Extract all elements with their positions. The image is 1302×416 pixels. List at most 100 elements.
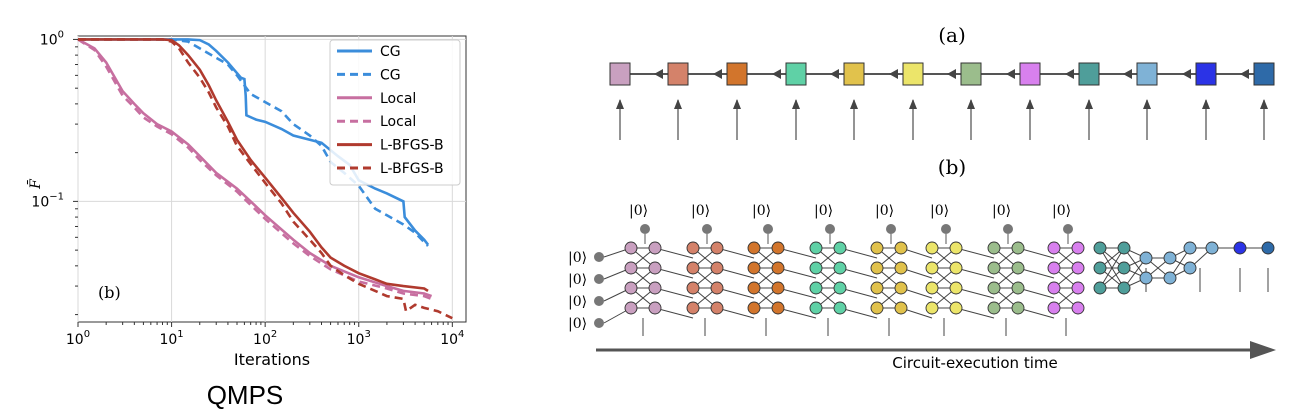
circuit-node (987, 301, 1001, 315)
circuit-node (747, 281, 761, 295)
leg-arrow (1143, 99, 1151, 109)
ancilla-input (640, 224, 650, 234)
circuit-node (1047, 301, 1061, 315)
circuit-node (833, 241, 847, 255)
circuit-node (809, 261, 823, 275)
ket-label: |0⟩ (568, 316, 587, 332)
bond-arrow (654, 69, 663, 79)
circuit-edge (777, 287, 817, 299)
ket-label: |0⟩ (752, 203, 771, 219)
circuit-node (833, 261, 847, 275)
circuit-edge (654, 267, 694, 279)
circuit-node (1071, 261, 1085, 275)
circuit-node (648, 281, 662, 295)
circuit-node (710, 261, 724, 275)
series-line (78, 38, 429, 292)
circuit-node (894, 281, 908, 295)
circuit-node (870, 241, 884, 255)
diagram-label-b: (b) (938, 155, 966, 179)
mps-tensor (667, 62, 689, 86)
ancilla-input (886, 224, 896, 234)
circuit-node (710, 301, 724, 315)
circuit-node (1139, 271, 1153, 285)
circuit-node (771, 301, 785, 315)
mps-tensor (1195, 62, 1217, 86)
circuit-node (925, 241, 939, 255)
circuit-edge (654, 307, 694, 319)
circuit-node (1093, 261, 1107, 275)
bond-arrow (1065, 69, 1074, 79)
bond-arrow (713, 69, 722, 79)
circuit-node (747, 241, 761, 255)
circuit-node (925, 281, 939, 295)
circuit-node (925, 301, 939, 315)
circuit-edge (654, 287, 694, 299)
circuit-node (1011, 241, 1025, 255)
circuit-node (771, 261, 785, 275)
ket-label: |0⟩ (629, 203, 648, 219)
circuit-edge (1099, 247, 1125, 289)
mps-tensor (1019, 62, 1041, 86)
x-tick-label: 102 (253, 329, 277, 348)
circuit-node (710, 241, 724, 255)
bond-arrow (947, 69, 956, 79)
legend-label: Local (380, 91, 416, 107)
leg-arrow (850, 99, 858, 109)
qubit-input (594, 296, 604, 306)
circuit-node (809, 301, 823, 315)
circuit-node (1011, 281, 1025, 295)
ket-label: |0⟩ (875, 203, 894, 219)
leg-arrow (792, 99, 800, 109)
ket-label: |0⟩ (568, 294, 587, 310)
bond-arrow (889, 69, 898, 79)
circuit-node (1261, 241, 1275, 255)
circuit-node (987, 281, 1001, 295)
circuit-node (870, 261, 884, 275)
circuit-edge (654, 247, 694, 259)
y-axis-label: F̄ (26, 178, 44, 190)
circuit-node (987, 241, 1001, 255)
mps-tensor (1136, 62, 1158, 86)
series-line (78, 38, 453, 320)
circuit-node (1139, 251, 1153, 265)
circuit-node (624, 241, 638, 255)
time-axis-label: Circuit-execution time (892, 354, 1057, 372)
ket-label: |0⟩ (1052, 203, 1071, 219)
mps-tensors (609, 62, 1275, 140)
circuit-edge (955, 287, 995, 299)
circuit-node (1093, 281, 1107, 295)
bond-arrow (1006, 69, 1015, 79)
circuit-edge (955, 247, 995, 259)
circuit-node (925, 261, 939, 275)
ancilla-input (1003, 224, 1013, 234)
ket-label: |0⟩ (814, 203, 833, 219)
circuit-node (1183, 241, 1197, 255)
circuit-node (1117, 281, 1131, 295)
legend: CG CG Local Local L-BFGS-B L-BFGS-B (329, 39, 461, 186)
circuit-nodes (624, 241, 1275, 315)
circuit-node (894, 241, 908, 255)
qubit-input (594, 252, 604, 262)
circuit-node (1047, 281, 1061, 295)
circuit-node (710, 281, 724, 295)
circuit-node (809, 281, 823, 295)
mps-diagram: (a) (609, 23, 1275, 140)
circuit-node (1163, 251, 1177, 265)
circuit-node (1047, 241, 1061, 255)
bond-arrow (1240, 69, 1249, 79)
ancilla-input (1063, 224, 1073, 234)
circuit-diagram: (b) |0⟩|0⟩|0⟩|0⟩|0⟩ |0⟩ |0⟩ |0⟩ |0⟩ |0⟩ |0⟩ |0⟩… (568, 155, 1276, 372)
circuit-node (1011, 261, 1025, 275)
legend-label: L-BFGS-B (380, 161, 444, 177)
ancilla-input (941, 224, 951, 234)
circuit-node (1071, 301, 1085, 315)
mps-tensor (1078, 62, 1100, 86)
circuit-node (1117, 261, 1131, 275)
leg-arrow (1260, 99, 1268, 109)
qubit-input (594, 274, 604, 284)
leg-arrow (967, 99, 975, 109)
circuit-node (1093, 241, 1107, 255)
legend-box (329, 39, 461, 186)
leg-arrow (674, 99, 682, 109)
circuit-node (894, 301, 908, 315)
